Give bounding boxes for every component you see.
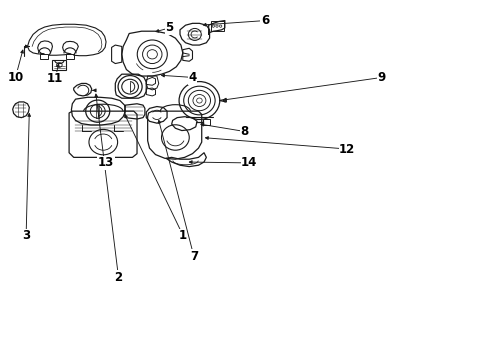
Text: 11: 11 [47, 72, 63, 85]
Text: 13: 13 [98, 156, 114, 170]
Text: 4: 4 [188, 71, 196, 84]
Text: 7: 7 [189, 250, 198, 263]
Bar [40, 54, 48, 59]
Text: 5: 5 [165, 22, 173, 35]
Text: 8: 8 [240, 125, 248, 138]
Text: 9: 9 [377, 71, 386, 84]
Text: 12: 12 [339, 143, 355, 156]
Bar [210, 22, 224, 31]
Bar [52, 60, 66, 71]
Text: 6: 6 [261, 14, 268, 27]
Text: 3: 3 [22, 229, 30, 242]
Bar [66, 54, 74, 59]
Text: 2: 2 [114, 271, 122, 284]
Text: 10: 10 [7, 71, 23, 84]
Bar [203, 120, 209, 125]
Text: 14: 14 [241, 156, 257, 170]
Text: 1: 1 [179, 229, 187, 242]
